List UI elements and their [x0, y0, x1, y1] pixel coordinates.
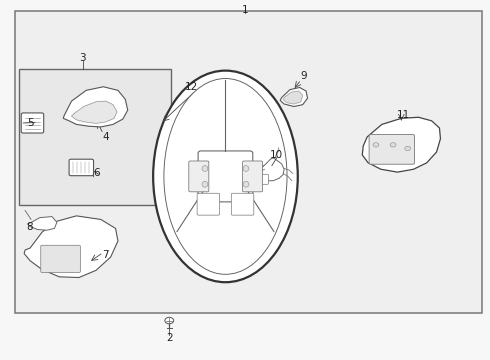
FancyBboxPatch shape [243, 161, 263, 192]
Polygon shape [24, 216, 118, 278]
Ellipse shape [202, 166, 208, 171]
FancyBboxPatch shape [69, 159, 94, 176]
Polygon shape [63, 87, 128, 127]
FancyBboxPatch shape [189, 161, 209, 192]
Polygon shape [283, 91, 303, 104]
Text: 6: 6 [93, 168, 100, 178]
Ellipse shape [390, 143, 396, 147]
Text: 2: 2 [166, 333, 172, 343]
Bar [19, 69, 171, 205]
Polygon shape [362, 117, 441, 172]
Polygon shape [72, 101, 117, 123]
Ellipse shape [373, 143, 379, 147]
Bar [15, 12, 482, 313]
Text: 7: 7 [102, 250, 109, 260]
FancyBboxPatch shape [197, 193, 220, 215]
Ellipse shape [243, 166, 249, 171]
Text: 1: 1 [242, 5, 248, 15]
Text: 12: 12 [185, 82, 198, 92]
Text: 5: 5 [27, 118, 34, 128]
FancyBboxPatch shape [369, 134, 415, 164]
FancyBboxPatch shape [231, 193, 254, 215]
FancyBboxPatch shape [21, 113, 44, 133]
Polygon shape [27, 217, 57, 230]
Text: 3: 3 [79, 53, 86, 63]
Text: 4: 4 [102, 132, 109, 142]
Text: 8: 8 [26, 222, 33, 231]
FancyBboxPatch shape [41, 245, 80, 273]
Ellipse shape [243, 181, 249, 187]
Text: 9: 9 [300, 71, 307, 81]
Ellipse shape [202, 181, 208, 187]
FancyBboxPatch shape [198, 151, 253, 202]
Ellipse shape [164, 78, 287, 274]
Ellipse shape [153, 71, 298, 282]
FancyBboxPatch shape [258, 174, 269, 184]
Ellipse shape [165, 318, 173, 324]
Polygon shape [280, 87, 308, 107]
Ellipse shape [405, 146, 411, 150]
Text: 11: 11 [397, 111, 411, 121]
Text: 10: 10 [270, 150, 283, 160]
